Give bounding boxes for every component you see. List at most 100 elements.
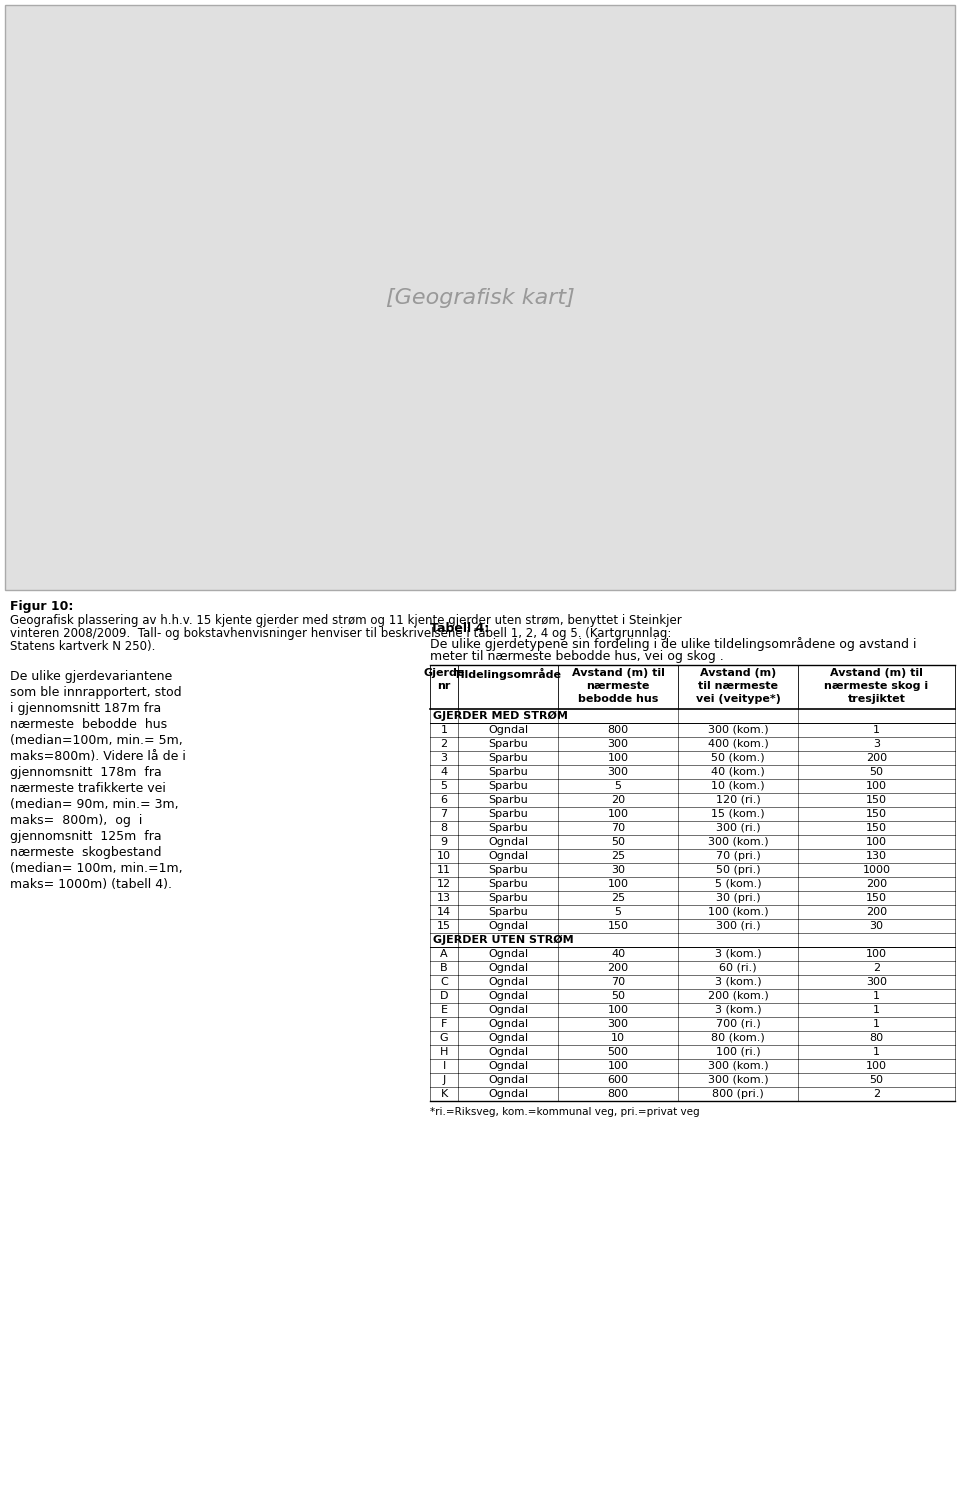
Text: 1: 1 [441,725,447,735]
Text: [Geografisk kart]: [Geografisk kart] [386,288,574,308]
Text: 100: 100 [608,809,629,820]
Text: 100: 100 [608,880,629,889]
Text: Ogndal: Ogndal [488,1075,528,1085]
Text: 6: 6 [441,796,447,805]
Text: 14: 14 [437,907,451,917]
Text: 100: 100 [866,949,887,959]
Text: Statens kartverk N 250).: Statens kartverk N 250). [10,639,156,653]
Text: 70: 70 [611,977,625,988]
Text: 100 (ri.): 100 (ri.) [716,1048,760,1057]
Text: J: J [443,1075,445,1085]
Text: B: B [441,964,447,973]
Text: 120 (ri.): 120 (ri.) [715,796,760,805]
Text: 1: 1 [873,1048,880,1057]
Text: Avstand (m) til: Avstand (m) til [830,668,923,678]
Text: Avstand (m) til: Avstand (m) til [571,668,664,678]
Text: Ogndal: Ogndal [488,1006,528,1015]
Text: C: C [440,977,448,988]
Text: Tildelingsområde: Tildelingsområde [454,668,562,680]
Text: 80 (kom.): 80 (kom.) [711,1033,765,1043]
Text: 200 (kom.): 200 (kom.) [708,991,768,1001]
Text: til nærmeste: til nærmeste [698,681,778,690]
Text: 50 (kom.): 50 (kom.) [711,754,765,763]
Text: 800: 800 [608,1090,629,1099]
Text: 5: 5 [441,781,447,791]
Text: 3: 3 [441,754,447,763]
Text: De ulike gjerdevariantene: De ulike gjerdevariantene [10,669,172,683]
Text: nærmeste skog i: nærmeste skog i [825,681,928,690]
Text: 150: 150 [866,809,887,820]
Text: 10 (kom.): 10 (kom.) [711,781,765,791]
Text: 30: 30 [611,865,625,875]
Text: Ogndal: Ogndal [488,1033,528,1043]
Text: Ogndal: Ogndal [488,922,528,931]
Text: 300 (kom.): 300 (kom.) [708,1061,768,1072]
Text: 10: 10 [611,1033,625,1043]
Text: 200: 200 [866,907,887,917]
Text: 2: 2 [873,1090,880,1099]
Text: nærmeste  skogbestand: nærmeste skogbestand [10,847,161,859]
Text: vinteren 2008/2009.  Tall- og bokstavhenvisninger henviser til beskrivelsene i t: vinteren 2008/2009. Tall- og bokstavhenv… [10,627,671,639]
Text: Sparbu: Sparbu [488,809,528,820]
Text: 200: 200 [866,880,887,889]
Text: 500: 500 [608,1048,629,1057]
Text: 15: 15 [437,922,451,931]
Text: 100: 100 [866,838,887,847]
Text: maks=800m). Videre lå de i: maks=800m). Videre lå de i [10,750,186,763]
Text: 5 (kom.): 5 (kom.) [714,880,761,889]
Text: H: H [440,1048,448,1057]
Text: Geografisk plassering av h.h.v. 15 kjente gjerder med strøm og 11 kjente gjerder: Geografisk plassering av h.h.v. 15 kjent… [10,614,682,627]
Text: Gjerde: Gjerde [423,668,465,678]
Text: tresjiktet: tresjiktet [848,693,905,704]
Text: Ogndal: Ogndal [488,1019,528,1030]
Text: 100: 100 [866,1061,887,1072]
Text: GJERDER MED STRØM: GJERDER MED STRØM [433,711,568,722]
Text: 50 (pri.): 50 (pri.) [716,865,760,875]
Text: 150: 150 [866,823,887,833]
Text: 15 (kom.): 15 (kom.) [711,809,765,820]
Text: nr: nr [438,681,450,690]
Text: meter til nærmeste bebodde hus, vei og skog .: meter til nærmeste bebodde hus, vei og s… [430,650,724,663]
Text: Sparbu: Sparbu [488,754,528,763]
Text: 5: 5 [614,781,621,791]
Text: 25: 25 [611,893,625,904]
Text: 50: 50 [611,838,625,847]
Text: 800 (pri.): 800 (pri.) [712,1090,764,1099]
Text: 3 (kom.): 3 (kom.) [714,977,761,988]
Text: 40: 40 [611,949,625,959]
Text: Ogndal: Ogndal [488,851,528,862]
Text: Figur 10:: Figur 10: [10,600,73,612]
Text: 30: 30 [870,922,883,931]
Text: Sparbu: Sparbu [488,781,528,791]
Text: 300: 300 [608,767,629,778]
Text: 300: 300 [608,738,629,749]
Text: 3 (kom.): 3 (kom.) [714,949,761,959]
Text: F: F [441,1019,447,1030]
Text: GJERDER UTEN STRØM: GJERDER UTEN STRØM [433,935,574,946]
Text: Sparbu: Sparbu [488,796,528,805]
Text: Ogndal: Ogndal [488,964,528,973]
Text: A: A [441,949,447,959]
Text: 5: 5 [614,907,621,917]
Text: Sparbu: Sparbu [488,893,528,904]
Text: Ogndal: Ogndal [488,977,528,988]
Text: 80: 80 [870,1033,883,1043]
Text: 50: 50 [611,991,625,1001]
Text: 100: 100 [608,1061,629,1072]
Text: 60 (ri.): 60 (ri.) [719,964,756,973]
Text: 13: 13 [437,893,451,904]
Text: 30 (pri.): 30 (pri.) [716,893,760,904]
Text: 1: 1 [873,725,880,735]
Text: 2: 2 [873,964,880,973]
Text: 8: 8 [441,823,447,833]
Text: 300 (ri.): 300 (ri.) [716,823,760,833]
Text: 150: 150 [608,922,629,931]
Text: Sparbu: Sparbu [488,823,528,833]
Text: 100: 100 [608,1006,629,1015]
Text: 1: 1 [873,1019,880,1030]
Text: 50: 50 [870,767,883,778]
Text: Ogndal: Ogndal [488,949,528,959]
Text: Ogndal: Ogndal [488,725,528,735]
Text: nærmeste: nærmeste [587,681,650,690]
Text: som ble innrapportert, stod: som ble innrapportert, stod [10,686,181,699]
